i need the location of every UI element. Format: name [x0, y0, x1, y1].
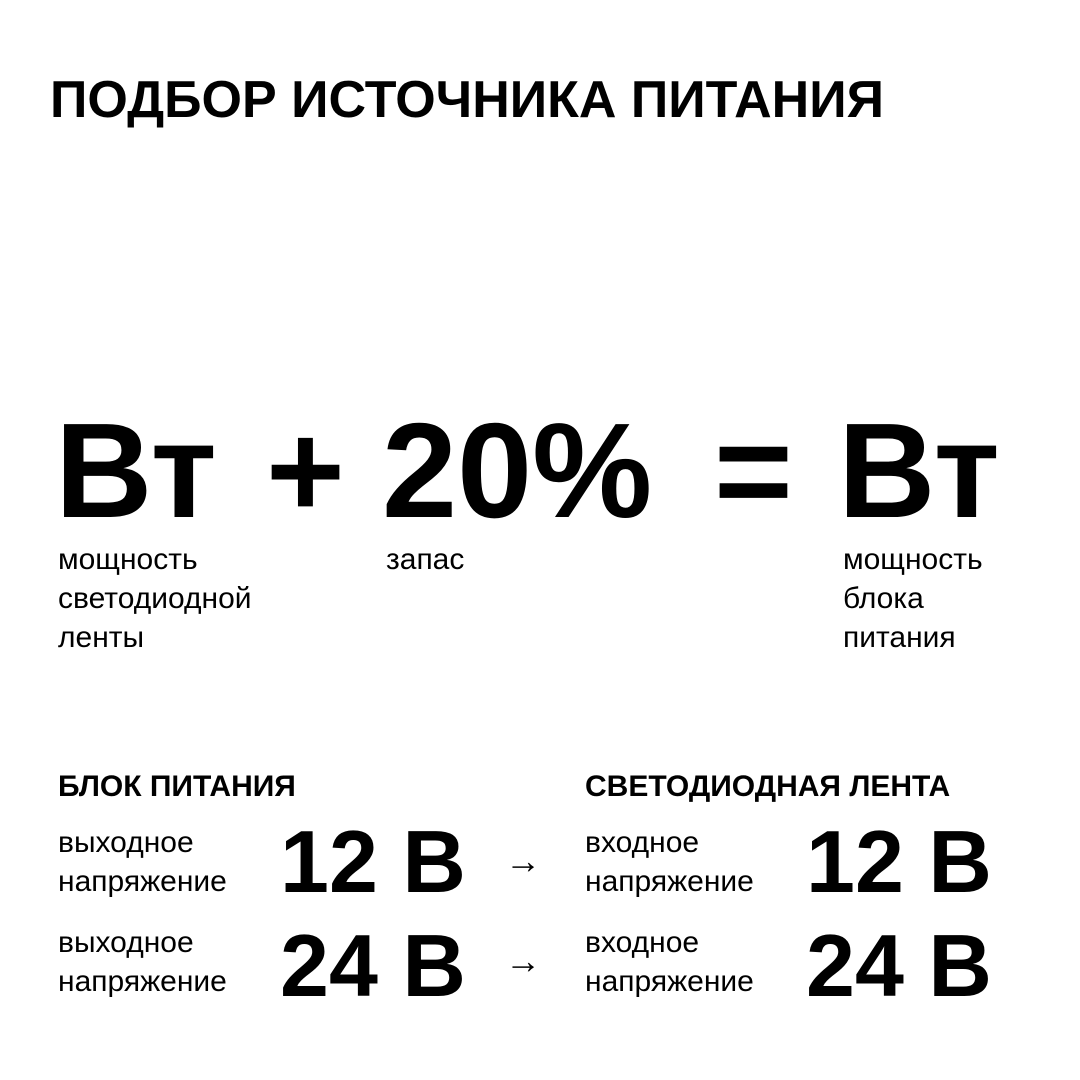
- psu-voltage-12: 12 В: [280, 812, 466, 911]
- label-line: напряжение: [58, 965, 227, 998]
- strip-input-voltage-label: входное напряжение: [585, 823, 754, 901]
- psu-voltage-24: 24 В: [280, 916, 466, 1015]
- formula-equals: =: [714, 395, 793, 546]
- label-line: входное: [585, 826, 700, 859]
- led-strip-heading: СВЕТОДИОДНАЯ ЛЕНТА: [585, 770, 951, 803]
- psu-power-label: мощность блока питания: [843, 540, 983, 657]
- label-line: мощность: [843, 543, 983, 576]
- strip-power-label: мощность светодиодной ленты: [58, 540, 252, 657]
- label-line: напряжение: [585, 865, 754, 898]
- label-line: мощность: [58, 543, 198, 576]
- formula-result-watts: Вт: [838, 395, 1000, 546]
- label-line: блока: [843, 582, 924, 615]
- formula-term-strip-watts: Вт: [55, 395, 217, 546]
- psu-output-voltage-label: выходное напряжение: [58, 923, 227, 1001]
- strip-input-voltage-label: входное напряжение: [585, 923, 754, 1001]
- power-supply-heading: БЛОК ПИТАНИЯ: [58, 770, 296, 803]
- strip-voltage-24: 24 В: [806, 916, 992, 1015]
- page-title: ПОДБОР ИСТОЧНИКА ПИТАНИЯ: [50, 71, 884, 129]
- formula-term-reserve: 20%: [382, 395, 653, 546]
- label-line: напряжение: [585, 965, 754, 998]
- label-line: напряжение: [58, 865, 227, 898]
- label-line: светодиодной: [58, 582, 252, 615]
- strip-voltage-12: 12 В: [806, 812, 992, 911]
- label-line: питания: [843, 621, 956, 654]
- label-line: выходное: [58, 826, 194, 859]
- reserve-label: запас: [386, 540, 464, 579]
- arrow-right-icon: →: [505, 840, 541, 881]
- label-line: ленты: [58, 621, 145, 654]
- psu-output-voltage-label: выходное напряжение: [58, 823, 227, 901]
- label-line: выходное: [58, 926, 194, 959]
- arrow-right-icon: →: [505, 940, 541, 981]
- label-line: запас: [386, 543, 465, 576]
- label-line: входное: [585, 926, 700, 959]
- formula-plus: +: [266, 395, 345, 546]
